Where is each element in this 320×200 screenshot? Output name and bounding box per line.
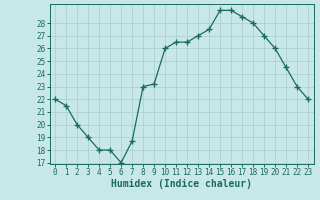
X-axis label: Humidex (Indice chaleur): Humidex (Indice chaleur) bbox=[111, 179, 252, 189]
